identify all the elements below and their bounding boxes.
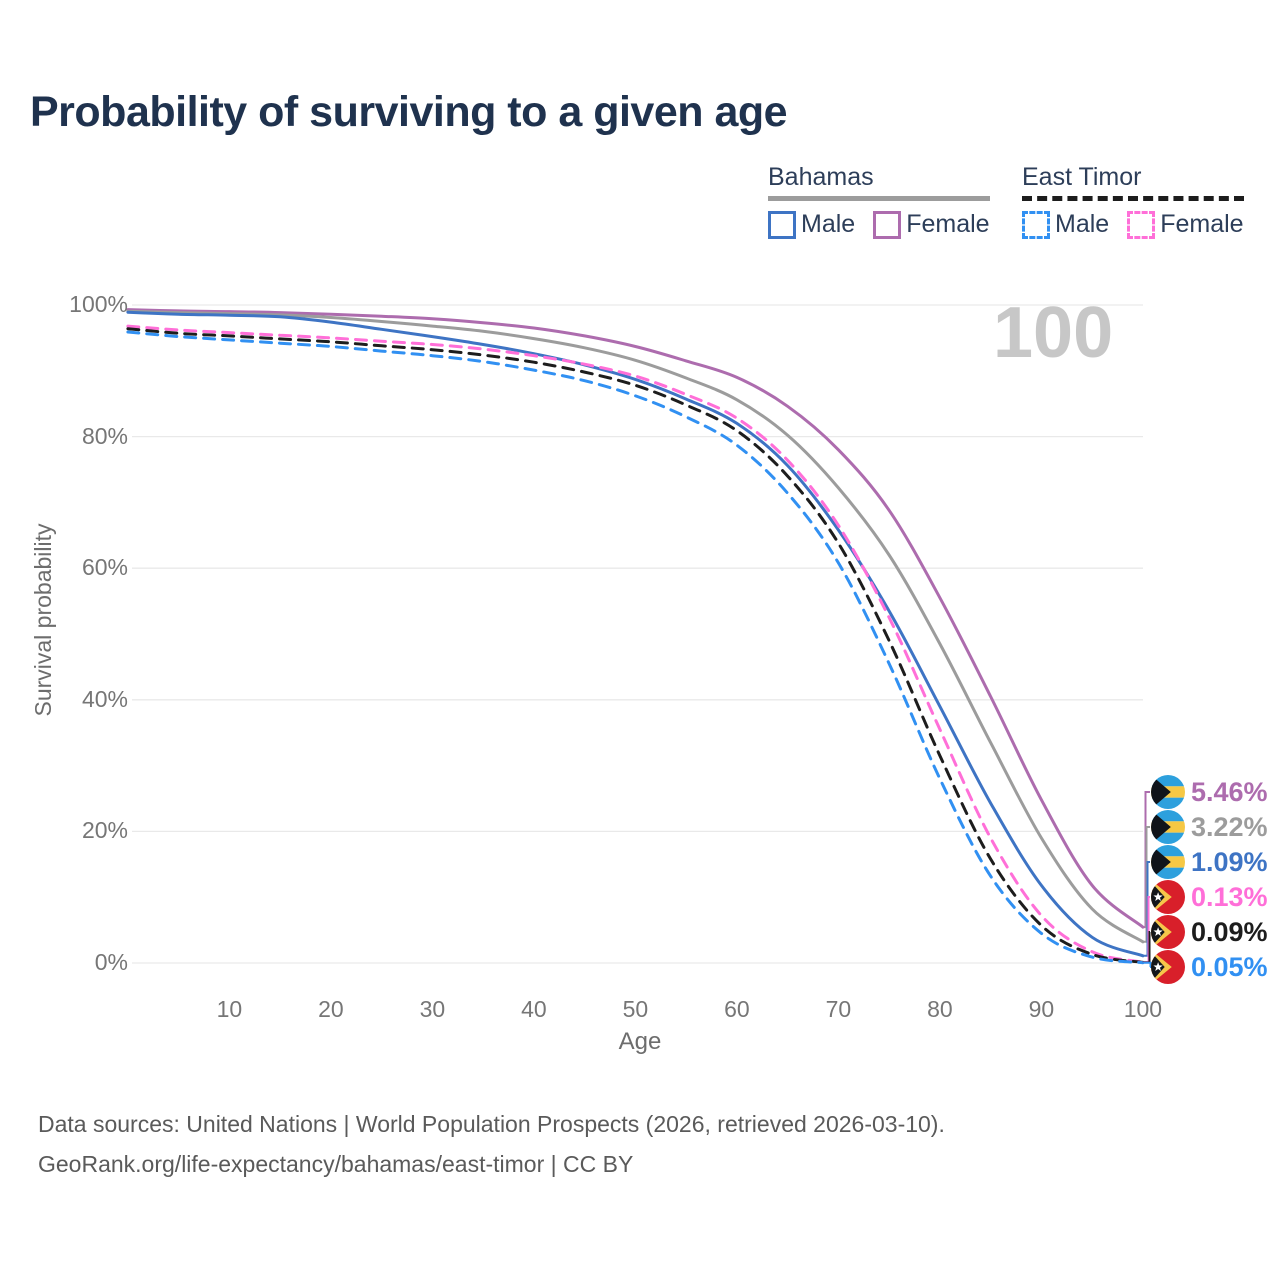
footer-note: Data sources: United Nations | World Pop… [38,1104,945,1184]
bahamas-flag-icon [1151,775,1185,809]
end-label-row: 1.09% [1151,845,1268,879]
y-tick-label: 20% [81,817,128,844]
legend-item-label: Female [1160,210,1244,238]
page-title: Probability of surviving to a given age [30,88,788,136]
x-tick-label: 100 [1123,996,1163,1022]
x-tick-label: 80 [927,996,953,1022]
x-tick-label: 10 [216,996,243,1022]
legend-item-east-timor-male: Male [1022,210,1109,239]
legend-row-bahamas: Male Female [768,210,990,239]
y-tick-label: 60% [81,554,128,581]
legend-item-label: Male [801,210,856,238]
legend-linestyle-dashed [1022,196,1244,201]
legend-group-east-timor: East Timor Male Female [1022,163,1244,239]
x-tick-label: 70 [825,996,852,1022]
series-line-bahamas-male [126,310,1145,958]
age-counter-watermark: 100 [993,293,1114,373]
bahamas-flag-icon [1151,845,1185,879]
legend-item-east-timor-female: Female [1127,210,1244,239]
legend-country-bahamas: Bahamas [768,163,874,191]
series-line-east-timor-total [126,327,1145,964]
x-tick-label: 90 [1028,996,1055,1022]
legend-row-east-timor: Male Female [1022,210,1244,239]
y-tick-label: 0% [94,949,128,975]
end-value-label: 5.46% [1191,776,1268,807]
y-tick-label: 40% [81,685,128,712]
y-axis-title: Survival probability [30,523,56,717]
footer-sources: Data sources: United Nations | World Pop… [38,1111,945,1137]
x-tick-label: 30 [419,996,446,1022]
solid-swatch-icon [768,210,796,239]
series-line-bahamas-total [126,309,1145,944]
end-label-row: 5.46% [1151,775,1268,809]
end-value-label: 3.22% [1191,811,1268,842]
east-timor-flag-icon [1151,880,1185,914]
dashed-swatch-icon [1022,210,1050,239]
legend-linestyle-solid [768,196,990,201]
legend-item-label: Female [906,210,990,238]
end-label-row: 0.09% [1151,915,1268,949]
footer-url: GeoRank.org/life-expectancy/bahamas/east… [38,1151,634,1177]
legend-country-east-timor: East Timor [1022,163,1142,191]
connector-east-timor-male [1142,961,1152,968]
end-value-label: 0.09% [1191,916,1268,947]
end-label-row: 3.22% [1151,810,1268,844]
solid-swatch-icon [873,210,902,239]
y-tick-label: 80% [81,422,128,449]
x-tick-label: 50 [622,996,649,1022]
legend-item-bahamas-male: Male [768,210,855,239]
x-axis-title: Age [618,1028,662,1055]
legend-item-label: Male [1055,210,1110,238]
x-tick-label: 40 [521,996,547,1022]
end-label-connectors [1142,791,1152,968]
y-tick-label: 100% [69,291,128,317]
series-line-bahamas-female [126,308,1145,929]
legend-group-bahamas: Bahamas Male Female [768,163,990,239]
end-value-label: 1.09% [1191,846,1268,877]
end-label-row: 0.05% [1151,950,1268,984]
east-timor-flag-icon [1151,915,1185,949]
end-value-label: 0.13% [1191,881,1268,912]
end-label-row: 0.13% [1151,880,1268,914]
legend-item-bahamas-female: Female [873,210,990,239]
end-value-label: 0.05% [1191,951,1268,982]
bahamas-flag-icon [1151,810,1185,844]
x-tick-label: 20 [318,996,344,1022]
dashed-swatch-icon [1127,210,1156,239]
series-line-east-timor-female [126,324,1145,964]
series-curves [126,308,1145,965]
x-tick-label: 60 [724,996,750,1022]
gridlines [132,304,1143,964]
series-line-east-timor-male [126,330,1145,965]
east-timor-flag-icon [1151,950,1185,984]
